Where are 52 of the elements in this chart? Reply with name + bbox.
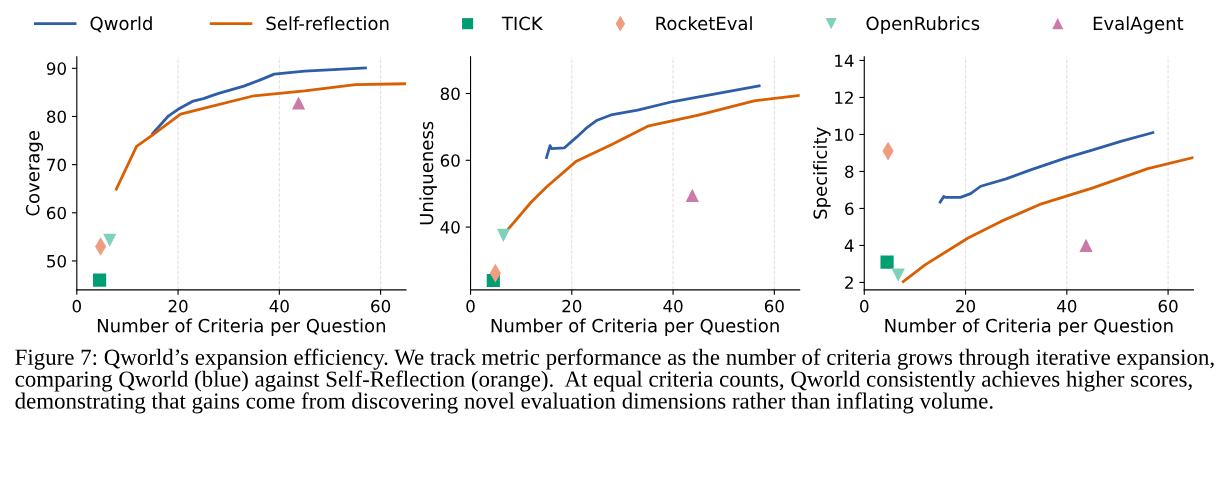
y-tick-label: 4 [844,239,854,252]
y-tick-label: 8 [845,165,854,179]
legend-label: RocketEval [656,16,752,31]
x-tick-label: 0 [860,299,869,313]
legend-label: OpenRubrics [866,16,980,34]
x-tick-label: 0 [466,299,475,313]
y-tick-label: 40 [440,221,460,234]
x-tick-label: 20 [168,299,188,313]
y-tick-label: 80 [440,87,460,101]
y-tick-label: 60 [440,154,460,167]
line-series [545,84,761,159]
y-axis-title: Specificity [813,127,831,219]
point [103,233,117,247]
point [92,273,107,287]
line-series [938,131,1155,204]
x-axis-title: Number of Criteria per Question [885,318,1173,336]
line-series [114,82,406,191]
y-tick-label: 70 [47,158,66,172]
y-tick-label: 14 [835,54,854,67]
x-tick-label: 60 [764,299,784,313]
y-tick-label: 60 [47,206,66,220]
y-tick-label: 12 [835,91,853,104]
point [1079,238,1093,253]
x-tick-label: 40 [663,299,683,313]
x-tick-label: 20 [956,299,976,313]
x-tick-label: 60 [1158,299,1178,313]
point [891,268,905,282]
legend-label: TICK [501,16,544,31]
y-axis-title: Uniqueness [419,121,437,225]
x-tick-label: 20 [562,299,582,313]
point [685,188,699,202]
y-tick-label: 80 [47,110,66,124]
x-tick-label: 0 [72,299,81,313]
caption: Figure 7: Qworld’s expansion efficiency. We track metric performance as the number of criteria grows through iterative expansion, comparing Qworld (blue) against Self-Reflection (orange). At equal criteria counts, Qworld consistently achieves higher scores, demonstrating that gains come from discovering novel evaluation dimensions rather than inflating volume. [15,348,1214,414]
legend-label: Qworld [90,16,152,33]
y-tick-label: 6 [845,202,854,216]
y-axis-title: Coverage [25,131,44,216]
x-tick-label: 60 [371,299,391,313]
y-tick-label: 90 [46,62,66,75]
x-tick-label: 40 [269,299,289,313]
point [496,228,511,242]
x-axis-title: Number of Criteria per Question [97,318,386,336]
legend-label: EvalAgent [1093,16,1184,34]
point [291,96,306,110]
y-tick-label: 2 [845,276,853,289]
x-axis-title: Number of Criteria per Question [491,318,779,336]
y-tick-label: 50 [47,254,66,268]
x-tick-label: 40 [1057,299,1077,313]
y-tick-label: 10 [835,128,854,142]
legend-label: Self-reflection [266,16,389,31]
line-series [151,66,367,135]
point [880,255,894,269]
